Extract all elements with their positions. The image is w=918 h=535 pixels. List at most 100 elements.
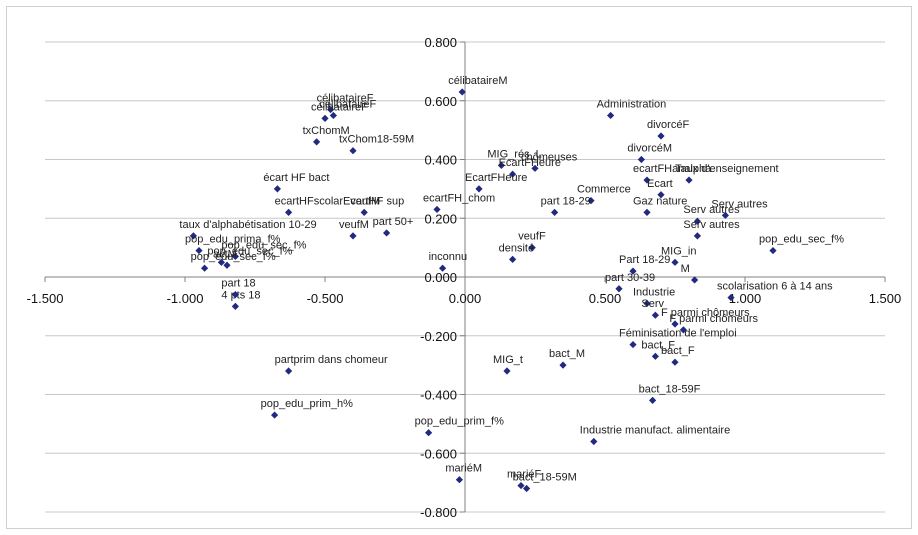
data-point xyxy=(693,217,701,225)
data-point xyxy=(643,299,651,308)
point-label: célibataireF xyxy=(319,98,376,110)
data-point xyxy=(651,352,659,360)
data-point xyxy=(475,185,483,193)
y-tick-label: 0.200 xyxy=(424,211,457,226)
data-point xyxy=(231,291,239,299)
y-tick-label: -0.400 xyxy=(420,388,457,403)
point-label: mariéF xyxy=(507,469,542,481)
point-label: part 18 xyxy=(221,278,255,290)
chart-frame xyxy=(6,6,912,529)
data-point xyxy=(321,114,329,122)
point-label: partprim dans chomeur xyxy=(275,354,388,366)
data-point xyxy=(425,429,433,437)
data-point xyxy=(509,255,517,263)
data-point xyxy=(497,161,505,169)
x-tick-label: -1.500 xyxy=(27,291,64,306)
data-point xyxy=(685,176,693,184)
data-point xyxy=(590,437,598,446)
data-point xyxy=(691,276,699,284)
point-label: veufM xyxy=(339,219,369,231)
data-point xyxy=(313,138,321,146)
point-label: mariéM xyxy=(445,463,482,475)
data-point xyxy=(769,246,777,255)
data-point xyxy=(231,302,239,310)
point-label: scolarisation 6 à 14 ans xyxy=(717,281,833,293)
point-label: pop_edu_sec_f% xyxy=(759,234,844,246)
data-point xyxy=(285,367,293,375)
data-point xyxy=(649,396,657,404)
point-label: Ecart xyxy=(647,178,673,190)
point-label: bact_18-59M xyxy=(513,472,577,484)
data-point xyxy=(231,252,239,261)
y-tick-label: -0.600 xyxy=(420,446,457,461)
data-point xyxy=(651,311,659,319)
data-point xyxy=(517,481,525,490)
data-point xyxy=(201,264,209,272)
point-label: MIG_in xyxy=(661,245,696,257)
data-point xyxy=(327,105,335,114)
point-label: Serv autres xyxy=(711,198,768,210)
data-point xyxy=(643,208,651,216)
y-tick-label: 0.000 xyxy=(424,270,457,285)
data-point xyxy=(551,208,559,216)
point-label: pop_edu_sec_f% xyxy=(207,245,292,257)
data-point xyxy=(360,208,368,216)
data-point xyxy=(433,205,441,214)
point-label: célibataireF xyxy=(311,101,368,113)
data-point xyxy=(349,232,357,240)
point-label: Serv xyxy=(641,298,664,310)
point-label: bact_18-59F xyxy=(639,383,701,395)
point-label: Part 18-29 xyxy=(619,254,670,266)
data-point xyxy=(643,176,651,184)
data-point xyxy=(223,261,231,269)
point-label: pop_edu_prim_f% xyxy=(415,416,505,428)
point-label: veufF xyxy=(518,231,546,243)
point-label: ecartHFscolarEcartHF sup xyxy=(275,195,405,207)
y-tick-label: 0.400 xyxy=(424,153,457,168)
data-point xyxy=(559,361,567,369)
point-label: MIG_rés_L xyxy=(487,148,541,160)
data-point xyxy=(383,229,391,237)
x-tick-label: -0.500 xyxy=(307,291,344,306)
point-label: actM xyxy=(213,248,237,260)
data-point xyxy=(693,232,701,240)
point-label: Gaz nature xyxy=(633,195,687,207)
data-point xyxy=(455,476,463,484)
point-label: Féminisation de l'emploi xyxy=(619,328,737,340)
point-label: bact_F xyxy=(661,345,695,357)
data-point xyxy=(531,164,539,172)
point-label: ecartFHanalpha xyxy=(633,163,712,175)
point-label: part 30-39 xyxy=(605,272,655,284)
point-label: part 18-29 xyxy=(541,195,591,207)
point-label: célibataireM xyxy=(448,75,507,87)
data-point xyxy=(528,244,536,252)
point-label: txChomM xyxy=(303,125,350,137)
point-label: Taux d'enseignement xyxy=(675,163,779,175)
data-point xyxy=(329,111,337,120)
point-label: inconnu xyxy=(429,251,468,263)
point-label: pop_edu_sec_f% xyxy=(191,251,276,263)
point-label: pop_edu_prima_f% xyxy=(185,234,281,246)
data-point xyxy=(503,367,511,375)
x-tick-label: 0.500 xyxy=(589,291,622,306)
point-label: EcartFHeure xyxy=(499,157,561,169)
data-point xyxy=(721,211,729,219)
y-tick-label: -0.800 xyxy=(420,505,457,520)
point-label: pop_edu_sec_f% xyxy=(221,239,306,251)
point-label: veufM xyxy=(350,195,380,207)
point-label: EcartFHeure xyxy=(465,172,527,184)
data-point xyxy=(629,267,637,275)
point-label: Administration xyxy=(597,98,667,110)
point-label: 4 pts 18 xyxy=(221,289,260,301)
point-label: divorcéF xyxy=(647,119,689,131)
data-point xyxy=(195,246,203,255)
point-label: F parmi chômeurs xyxy=(661,307,750,319)
x-tick-label: -1.000 xyxy=(167,291,204,306)
data-point xyxy=(671,358,679,366)
x-tick-label: 1.500 xyxy=(869,291,902,306)
point-label: M xyxy=(681,263,690,275)
data-point xyxy=(671,258,679,266)
data-point xyxy=(217,258,225,266)
point-label: écart HF bact xyxy=(263,172,329,184)
y-tick-label: -0.200 xyxy=(420,329,457,344)
